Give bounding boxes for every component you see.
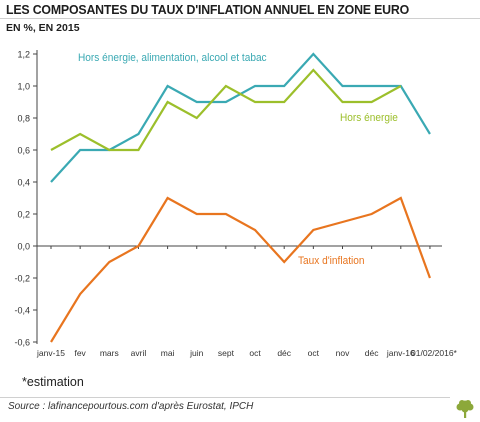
source-rule — [0, 397, 450, 398]
series-label-core: Hors énergie — [340, 112, 398, 124]
y-tick-label: 0,8 — [17, 114, 30, 124]
title-rule — [0, 18, 480, 19]
y-tick-label: -0,4 — [14, 306, 30, 316]
y-tick-label: 0,6 — [17, 146, 30, 156]
y-tick-label: 0,0 — [17, 242, 30, 252]
y-tick-label: -0,2 — [14, 274, 30, 284]
line-chart: 1,2 1,0 0,8 0,6 0,4 0,2 0,0 -0,2 -0,4 -0,6 janv-15… — [14, 50, 458, 359]
series-label-core_exclu: Hors énergie, alimentation, alcool et ta… — [78, 52, 267, 64]
x-tick-label: mai — [161, 348, 175, 358]
series-line-headline — [50, 196, 431, 343]
x-tick-label: fev — [74, 348, 86, 358]
x-tick-label: juin — [189, 348, 204, 358]
chart-title: LES COMPOSANTES DU TAUX D'INFLATION ANNU… — [6, 2, 410, 17]
x-tick-label: sept — [218, 348, 235, 358]
series-line-core — [50, 68, 402, 152]
series-label-headline: Taux d'inflation — [298, 255, 365, 267]
x-tick-label: déc — [365, 348, 379, 358]
y-tick-label: 0,2 — [17, 210, 30, 220]
y-tick-label: -0,6 — [14, 338, 30, 348]
source-note: Source : lafinancepourtous.com d'après E… — [8, 401, 254, 412]
x-tick-label: déc — [277, 348, 291, 358]
x-tick-label: mars — [100, 348, 119, 358]
tree-icon — [456, 400, 474, 418]
x-tick-label: oct — [308, 348, 320, 358]
chart-subtitle: EN %, EN 2015 — [6, 22, 80, 34]
y-tick-label: 1,2 — [17, 50, 30, 60]
x-tick-label: oct — [249, 348, 261, 358]
x-tick-label: janv-16 — [386, 348, 415, 358]
x-tick-label: 01/02/2016* — [411, 348, 458, 358]
y-tick-label: 0,4 — [17, 178, 30, 188]
x-tick-label: nov — [336, 348, 350, 358]
y-tick-label: 1,0 — [17, 82, 30, 92]
x-tick-label: avril — [131, 348, 147, 358]
footnote: *estimation — [22, 375, 84, 389]
x-tick-label: janv-15 — [36, 348, 65, 358]
